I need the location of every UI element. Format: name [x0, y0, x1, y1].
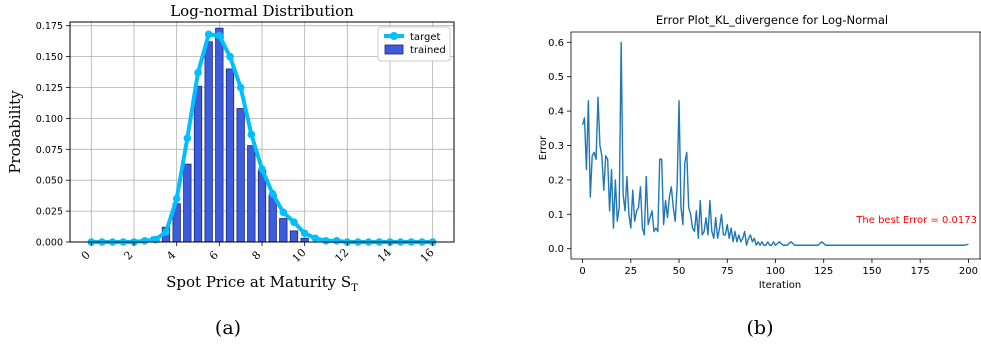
chart-a-target-point — [151, 235, 160, 244]
chart-a-target-point — [226, 52, 234, 61]
chart-a-y-tick-label: 0.100 — [36, 114, 63, 125]
chart-b-x-tick-label: 125 — [814, 266, 833, 277]
chart-a-bar — [257, 169, 267, 243]
chart-a-y-tick-label: 0.000 — [36, 238, 63, 249]
chart-a-y-tick-label: 0.125 — [36, 83, 63, 94]
chart-a-bar — [236, 108, 245, 243]
chart-b-y-tick-label: 0.5 — [548, 72, 564, 83]
chart-a-target-point — [258, 165, 266, 173]
chart-a-x-tick-label: 0 — [79, 248, 93, 262]
chart-a-legend-trained-swatch — [384, 44, 404, 55]
chart-a-legend-target-label: target — [410, 32, 440, 43]
chart-a-target-point — [332, 236, 341, 245]
chart-b-y-tick-label: 0.2 — [548, 175, 564, 186]
chart-a-y-ticks: 0.000 0.025 0.050 0.075 0.100 0.125 0.150 0.175 — [36, 21, 70, 249]
chart-a-y-tick-label: 0.050 — [36, 176, 63, 187]
chart-a-y-tick-label: 0.150 — [36, 52, 63, 63]
chart-a-caption: (a) — [215, 317, 241, 339]
chart-b-error-polyline — [581, 41, 969, 246]
chart-a-x-label-subscript: T — [351, 283, 358, 294]
chart-b-y-tick-label: 0.4 — [548, 107, 564, 118]
chart-a-target-point — [247, 130, 256, 139]
chart-b-y-tick-label: 0.3 — [548, 141, 564, 152]
chart-a-target-point — [300, 229, 309, 238]
chart-a-bar — [193, 85, 203, 243]
chart-a-bar — [183, 163, 192, 243]
chart-a-x-label: Spot Price at Maturity ST — [166, 273, 358, 294]
chart-a-target-point — [204, 30, 213, 39]
chart-a-bar — [247, 145, 256, 243]
chart-a-x-tick-label: 8 — [249, 248, 263, 262]
chart-a-x-tick-label: 14 — [375, 246, 394, 265]
chart-a-bar — [215, 27, 224, 243]
chart-a-x-tick-label: 16 — [418, 246, 437, 265]
chart-a-legend: target trained — [377, 26, 451, 62]
chart-a-bars — [151, 27, 309, 243]
chart-a-bar — [279, 218, 288, 243]
chart-a-target-point — [290, 218, 298, 227]
chart-a-y-label: Probability — [6, 90, 24, 174]
chart-b-y-tick-label: 0.6 — [548, 38, 564, 49]
chart-a-y-tick-label: 0.075 — [36, 145, 63, 156]
chart-a-target-point — [183, 134, 192, 142]
chart-b-y-label: Error — [538, 135, 549, 160]
chart-a-y-tick-label: 0.025 — [36, 207, 63, 218]
chart-b-y-tick-label: 0.0 — [548, 244, 564, 255]
chart-a: Log-normal Distribution 0.0000.0250.0500… — [6, 2, 455, 339]
chart-b-x-tick-label: 200 — [959, 266, 978, 277]
chart-a-x-label-main: Spot Price at Maturity S — [166, 273, 351, 291]
chart-a-target-point — [311, 234, 320, 243]
chart-b-x-tick-label: 50 — [673, 266, 686, 277]
chart-a-target-point — [322, 236, 330, 245]
chart-a-x-tick-label: 10 — [290, 246, 309, 265]
chart-a-target-point — [194, 68, 202, 77]
chart-a-y-tick-label: 0.175 — [36, 21, 63, 32]
chart-b-title: Error Plot_KL_divergence for Log-Normal — [656, 13, 888, 27]
chart-a-target-point — [279, 208, 288, 217]
chart-b-caption: (b) — [747, 317, 774, 339]
chart-a-bar — [289, 230, 299, 243]
chart-a-title: Log-normal Distribution — [170, 2, 354, 20]
chart-a-x-tick-label: 2 — [121, 248, 135, 262]
chart-b-x-ticks: 0 25 50 75 100 125 150 175 200 — [579, 259, 978, 277]
chart-a-target-point — [162, 228, 170, 236]
chart-b-x-tick-label: 150 — [862, 266, 881, 277]
chart-a-legend-trained-label: trained — [410, 45, 446, 56]
chart-a-bar — [300, 237, 309, 243]
chart-a-target-point — [172, 194, 181, 203]
chart-b-x-tick-label: 175 — [911, 266, 930, 277]
chart-b-best-error-annotation: The best Error = 0.0173 — [855, 215, 977, 226]
chart-b-x-tick-label: 100 — [766, 266, 785, 277]
chart-b-x-tick-label: 0 — [579, 266, 585, 277]
chart-a-target-point — [268, 189, 277, 198]
chart-a-x-tick-label: 4 — [164, 248, 178, 262]
chart-a-target-point — [236, 83, 245, 92]
chart-b: Error Plot_KL_divergence for Log-Normal … — [538, 13, 981, 339]
chart-a-x-tick-label: 6 — [207, 248, 221, 262]
chart-a-target-point — [215, 31, 224, 40]
chart-b-y-ticks: 0.0 0.1 0.2 0.3 0.4 0.5 0.6 — [548, 38, 571, 255]
chart-b-x-tick-label: 25 — [624, 266, 637, 277]
chart-a-x-tick-label: 12 — [332, 246, 351, 265]
chart-b-x-label: Iteration — [759, 280, 801, 291]
chart-a-bar — [225, 68, 235, 243]
chart-a-target-point — [140, 236, 149, 245]
chart-b-y-tick-label: 0.1 — [548, 210, 564, 221]
chart-a-legend-target-marker — [390, 32, 398, 40]
chart-a-bar — [204, 41, 213, 243]
chart-b-error-line — [581, 41, 969, 246]
chart-b-x-tick-label: 75 — [721, 266, 734, 277]
